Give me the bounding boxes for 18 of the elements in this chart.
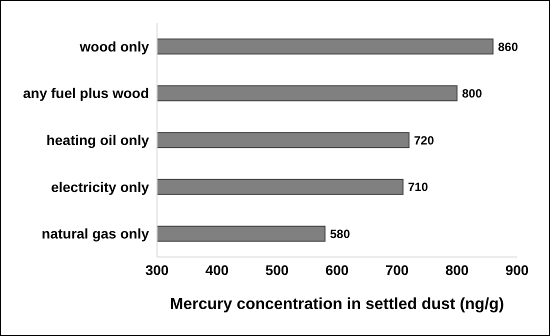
y-tick-label: electricity only — [50, 178, 150, 195]
y-tick-label: natural gas only — [42, 226, 150, 242]
data-label: 580 — [330, 226, 350, 241]
x-tick-label: 400 — [205, 262, 229, 278]
x-tick-label: 900 — [505, 262, 529, 278]
x-tick-label: 600 — [325, 262, 349, 278]
y-tick-label: any fuel plus wood — [22, 85, 149, 102]
x-tick-label: 700 — [385, 262, 409, 278]
x-tick-label: 300 — [145, 262, 169, 278]
y-tick-label: wood only — [78, 38, 150, 54]
data-label: 710 — [408, 180, 428, 194]
data-label: 800 — [462, 86, 482, 101]
data-label: 720 — [414, 133, 434, 148]
data-label: 860 — [498, 40, 518, 54]
y-tick-label: heating oil only — [46, 132, 150, 148]
x-tick-label: 500 — [265, 262, 289, 278]
x-tick-label: 800 — [445, 262, 469, 278]
x-axis-title: Mercury concentration in settled dust (ng/g) — [170, 296, 504, 313]
